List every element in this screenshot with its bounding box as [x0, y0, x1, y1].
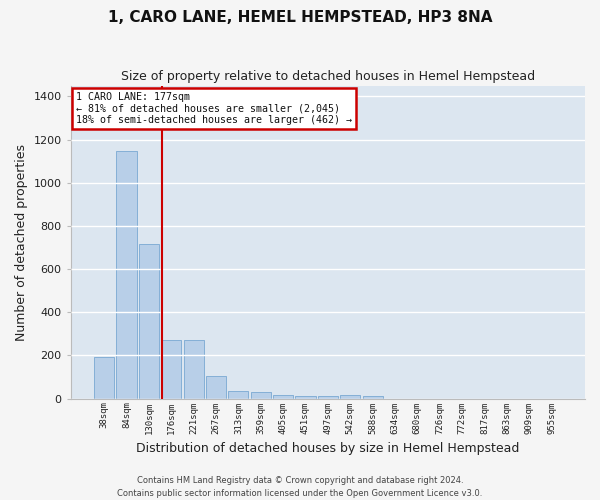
Bar: [251, 392, 271, 398]
Bar: [161, 340, 181, 398]
Bar: [116, 152, 137, 398]
Bar: [229, 391, 248, 398]
Text: 1 CARO LANE: 177sqm
← 81% of detached houses are smaller (2,045)
18% of semi-det: 1 CARO LANE: 177sqm ← 81% of detached ho…: [76, 92, 352, 125]
Bar: [340, 395, 360, 398]
Title: Size of property relative to detached houses in Hemel Hempstead: Size of property relative to detached ho…: [121, 70, 535, 83]
Bar: [184, 340, 203, 398]
Bar: [318, 396, 338, 398]
Bar: [362, 396, 383, 398]
Text: Contains HM Land Registry data © Crown copyright and database right 2024.
Contai: Contains HM Land Registry data © Crown c…: [118, 476, 482, 498]
Bar: [139, 244, 159, 398]
Bar: [206, 376, 226, 398]
Bar: [94, 356, 114, 399]
X-axis label: Distribution of detached houses by size in Hemel Hempstead: Distribution of detached houses by size …: [136, 442, 520, 455]
Bar: [295, 396, 316, 398]
Bar: [273, 396, 293, 398]
Y-axis label: Number of detached properties: Number of detached properties: [15, 144, 28, 340]
Text: 1, CARO LANE, HEMEL HEMPSTEAD, HP3 8NA: 1, CARO LANE, HEMEL HEMPSTEAD, HP3 8NA: [108, 10, 492, 25]
